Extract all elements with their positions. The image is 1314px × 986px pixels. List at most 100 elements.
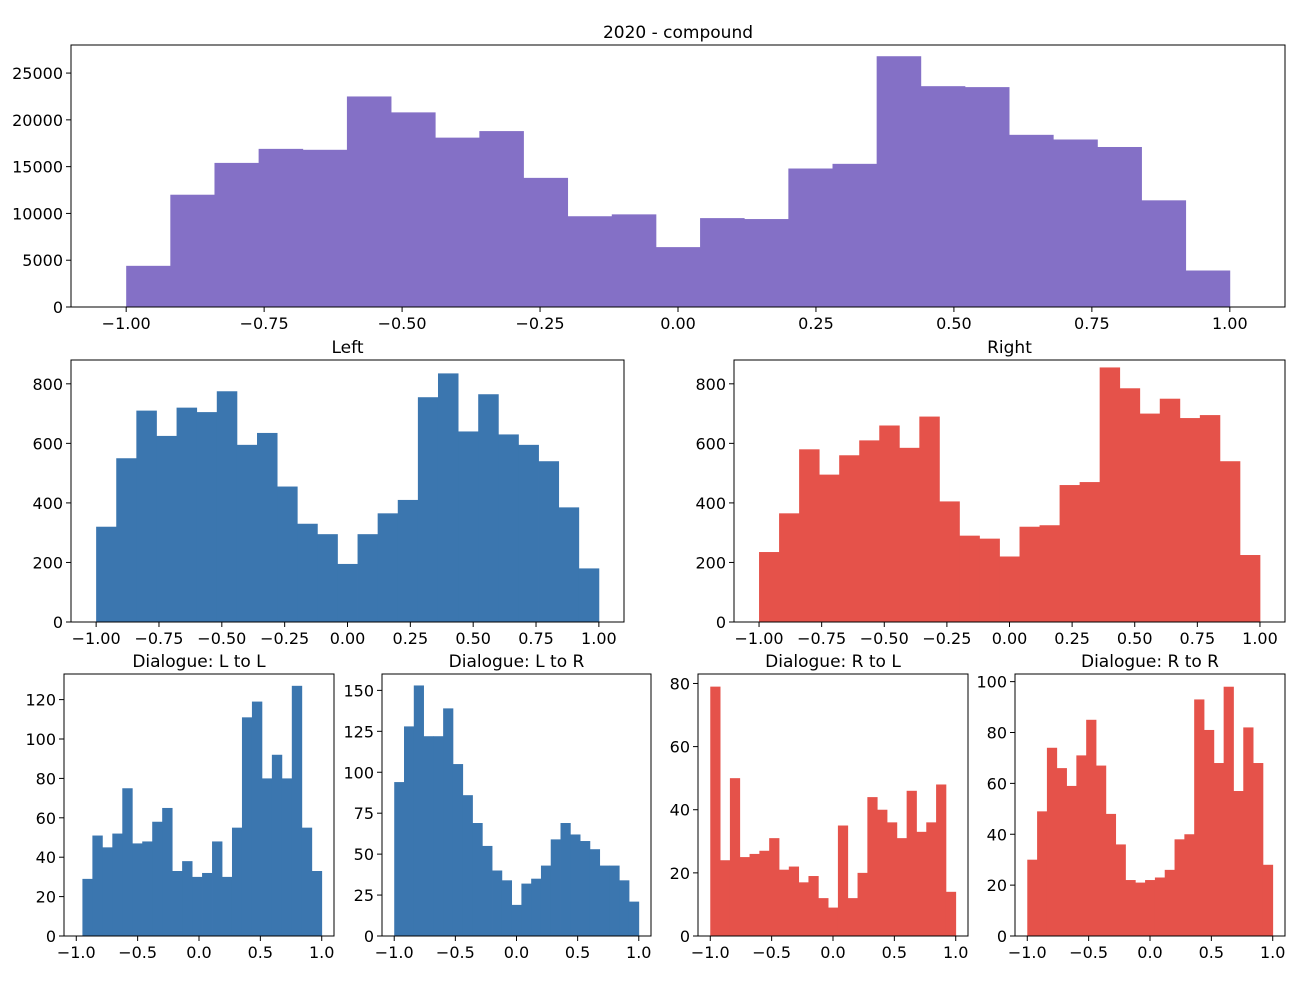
histogram-bar	[132, 843, 143, 936]
histogram-bar	[482, 845, 493, 936]
x-tick-label: 0.75	[1074, 314, 1110, 333]
y-tick-label: 0	[680, 927, 690, 946]
histogram-bar	[839, 455, 860, 622]
histogram-bar	[182, 861, 193, 936]
histogram-bar	[959, 535, 980, 622]
x-tick-label: −1.0	[691, 943, 730, 962]
y-tick-label: 0	[53, 298, 63, 317]
x-tick-label: −1.0	[375, 943, 414, 962]
histogram-bar	[443, 708, 454, 936]
y-tick-label: 25	[354, 886, 374, 905]
histogram-bar	[126, 265, 171, 307]
x-tick-label: −1.00	[735, 629, 784, 648]
histogram-bar	[136, 410, 157, 622]
histogram-bar	[749, 853, 760, 936]
x-tick-label: 0.0	[504, 943, 529, 962]
y-tick-label: 20000	[12, 111, 63, 130]
x-tick-label: 0.75	[518, 629, 554, 648]
x-tick-label: −1.00	[72, 629, 121, 648]
histogram-bar	[769, 838, 780, 936]
histogram-bar	[1164, 869, 1175, 936]
x-tick-label: 1.00	[1212, 314, 1248, 333]
histogram-bar	[122, 788, 133, 936]
histogram-bar	[611, 214, 657, 307]
histogram-bar	[231, 827, 243, 936]
histogram-bar	[1046, 747, 1058, 936]
histogram-bar	[832, 163, 878, 307]
histogram-bar	[919, 416, 940, 622]
histogram-bar	[1199, 415, 1221, 622]
y-tick-label: 80	[36, 769, 56, 788]
x-tick-label: 0.5	[882, 943, 907, 962]
histogram-bar	[452, 764, 464, 936]
y-tick-label: 100	[343, 763, 374, 782]
histogram-bar	[589, 849, 601, 936]
histogram-bar	[540, 865, 552, 936]
histogram-bar	[655, 247, 701, 307]
histogram-bar	[511, 904, 522, 936]
panel-title: 2020 - compound	[603, 23, 753, 43]
x-tick-label: −0.5	[1069, 943, 1108, 962]
histogram-bar	[1159, 398, 1181, 622]
panel-title: Dialogue: L to L	[132, 652, 266, 672]
histogram-bar	[1262, 864, 1274, 936]
histogram-bar	[394, 782, 405, 936]
histogram-bar	[1009, 134, 1054, 307]
histogram-bar	[1154, 877, 1166, 936]
y-tick-label: 80	[670, 674, 690, 693]
y-tick-label: 20	[36, 888, 56, 907]
histogram-bar	[560, 823, 571, 936]
histogram-bar	[501, 880, 513, 936]
panel-title: Right	[987, 338, 1032, 358]
x-tick-label: −0.50	[378, 314, 427, 333]
panel-1: −1.00 −0.75 −0.50 −0.25 0.00 0.25 0.50 0.75 1.00…	[12, 23, 1286, 333]
histogram-bar	[346, 96, 392, 307]
panel-title: Dialogue: R to L	[765, 652, 901, 672]
histogram-bar	[859, 440, 880, 622]
y-tick-label: 40	[670, 801, 690, 820]
histogram-bar	[580, 841, 591, 936]
histogram-bar	[479, 131, 524, 307]
histogram-bar	[212, 841, 223, 936]
histogram-bar	[876, 56, 922, 307]
x-tick-label: −0.75	[240, 314, 289, 333]
histogram-bar	[1096, 765, 1107, 936]
y-tick-label: 60	[670, 738, 690, 757]
x-tick-label: 0.25	[393, 629, 429, 648]
y-tick-label: 50	[354, 845, 374, 864]
histogram-bar	[437, 373, 459, 622]
x-tick-label: −0.5	[118, 943, 157, 962]
y-tick-label: 125	[343, 722, 374, 741]
histogram-bar	[172, 870, 183, 936]
y-tick-label: 600	[32, 434, 63, 453]
y-tick-label: 75	[354, 804, 374, 823]
histogram-bar	[599, 865, 610, 936]
histogram-bar	[377, 513, 399, 622]
histogram-bar	[759, 850, 770, 936]
histogram-bar	[1184, 834, 1195, 936]
y-tick-label: 0	[997, 927, 1007, 946]
x-tick-label: 0.00	[330, 629, 366, 648]
x-tick-label: 0.50	[455, 629, 491, 648]
histogram-bar	[523, 177, 569, 307]
histogram-bar	[196, 412, 218, 622]
histogram-bar	[162, 807, 173, 936]
y-tick-label: 100	[25, 730, 56, 749]
histogram-bar	[472, 823, 483, 936]
histogram-bar	[518, 444, 539, 622]
x-tick-label: 1.00	[581, 629, 617, 648]
histogram-bar	[498, 434, 519, 622]
histogram-bar	[1223, 686, 1234, 936]
histogram-bar	[867, 797, 878, 936]
histogram-bar	[964, 87, 1010, 307]
y-tick-label: 120	[25, 691, 56, 710]
x-tick-label: −0.5	[752, 943, 791, 962]
histogram-bar	[102, 847, 113, 936]
x-tick-label: 0.25	[1054, 629, 1090, 648]
x-tick-label: 0.50	[936, 314, 972, 333]
y-tick-label: 80	[987, 724, 1007, 743]
y-tick-label: 0	[53, 613, 63, 632]
y-tick-label: 40	[987, 825, 1007, 844]
histogram-bar	[302, 149, 348, 307]
y-tick-label: 200	[695, 553, 726, 572]
